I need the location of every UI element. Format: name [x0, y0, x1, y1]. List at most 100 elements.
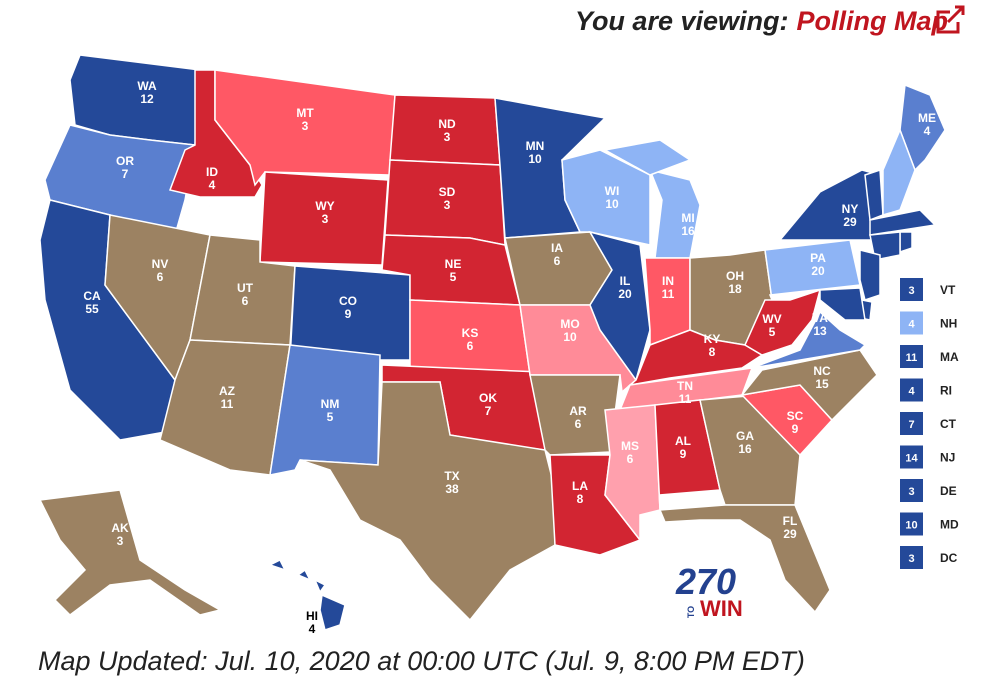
small-state-abbr: CT — [940, 417, 957, 431]
state-shape — [744, 288, 822, 356]
state-shape — [740, 349, 878, 422]
state-shape — [859, 249, 881, 301]
header-prefix: You are viewing: — [575, 6, 789, 36]
state-ev: 3 — [444, 198, 451, 212]
state-shape — [899, 231, 913, 254]
state-abbr: TN — [677, 379, 693, 393]
state-ev: 16 — [681, 224, 695, 238]
state-abbr: IN — [662, 274, 674, 288]
state-ev: 13 — [813, 324, 827, 338]
state-shape — [869, 209, 937, 236]
header: You are viewing: Polling Map — [575, 6, 948, 36]
state-ev: 6 — [575, 417, 582, 431]
external-link-icon[interactable] — [936, 5, 965, 34]
state-ev: 5 — [769, 325, 776, 339]
small-state-box — [900, 479, 923, 502]
state-ev: 3 — [117, 534, 124, 548]
state-shape — [588, 230, 651, 382]
logo-to: TO — [686, 606, 696, 618]
small-state-ev: 7 — [908, 419, 914, 431]
state-abbr: GA — [736, 429, 754, 443]
small-state-abbr: DC — [940, 551, 958, 565]
state-ev: 11 — [679, 392, 692, 406]
small-state-box — [900, 412, 923, 435]
small-state-ev: 3 — [908, 486, 914, 498]
state-ev: 6 — [554, 254, 561, 268]
state-shape — [529, 374, 621, 456]
header-link[interactable]: Polling Map — [797, 6, 949, 36]
state-ev: 3 — [444, 130, 451, 144]
state-ev: 29 — [783, 527, 797, 541]
small-state-abbr: DE — [940, 484, 957, 498]
states — [38, 54, 946, 631]
state-ev: 6 — [627, 452, 634, 466]
small-state-ev: 14 — [905, 453, 918, 465]
state-shape — [38, 489, 222, 616]
state-abbr: LA — [572, 479, 588, 493]
small-state-box — [900, 512, 923, 536]
state-abbr: NM — [321, 397, 340, 411]
state-ev: 7 — [122, 167, 129, 181]
state-ev: 55 — [85, 302, 99, 316]
state-ev: 10 — [528, 152, 542, 166]
state-abbr: WI — [605, 184, 620, 198]
state-shape — [561, 149, 651, 246]
state-ev: 20 — [811, 264, 825, 278]
state-ev: 12 — [140, 92, 154, 106]
state-shape — [319, 593, 346, 631]
state-abbr: IA — [551, 241, 563, 255]
state-abbr: AZ — [219, 384, 235, 398]
small-state-ev: 3 — [908, 285, 914, 297]
state-abbr: NC — [813, 364, 831, 378]
state-ev: 15 — [815, 377, 829, 391]
small-state-ev: 3 — [908, 553, 914, 565]
state-ev: 5 — [450, 270, 457, 284]
state-abbr: IL — [620, 274, 631, 288]
state-shape — [819, 287, 866, 321]
state-abbr: MN — [526, 139, 545, 153]
state-ev: 11 — [662, 287, 675, 301]
state-abbr: HI — [306, 609, 318, 623]
state-ev: 38 — [445, 482, 459, 496]
state-ev: 18 — [728, 282, 742, 296]
state-abbr: MT — [296, 106, 314, 120]
small-state-box — [900, 278, 923, 301]
state-abbr: ME — [918, 111, 936, 125]
state-abbr: OR — [116, 154, 134, 168]
state-abbr: VA — [812, 311, 828, 325]
state-abbr: CA — [83, 289, 101, 303]
state-shape — [602, 139, 692, 176]
state-abbr: PA — [810, 251, 826, 265]
state-abbr: MI — [681, 211, 694, 225]
state-ev: 9 — [680, 447, 687, 461]
state-ev: 9 — [792, 422, 799, 436]
small-state-abbr: MA — [940, 350, 959, 364]
footer: Map Updated: Jul. 10, 2020 at 00:00 UTC … — [38, 646, 805, 676]
small-state-abbr: NJ — [940, 451, 955, 465]
state-ev: 4 — [209, 178, 216, 192]
state-shape — [299, 381, 556, 622]
small-state-box — [900, 345, 923, 368]
state-abbr: WY — [315, 199, 334, 213]
state-ev: 9 — [345, 307, 352, 321]
state-ev: 6 — [157, 270, 164, 284]
state-abbr: MS — [621, 439, 639, 453]
state-shape — [654, 399, 721, 511]
state-ev: 4 — [309, 622, 316, 636]
state-ev: 10 — [563, 330, 577, 344]
small-state-ev: 10 — [905, 520, 917, 532]
state-abbr: AK — [111, 521, 129, 535]
state-abbr: TX — [444, 469, 459, 483]
small-state-ev: 11 — [906, 352, 918, 364]
state-abbr: WV — [762, 312, 781, 326]
small-state-box — [900, 445, 923, 469]
state-ev: 8 — [709, 345, 716, 359]
state-ev: 6 — [467, 339, 474, 353]
small-state-ev: 4 — [908, 386, 915, 398]
state-abbr: OK — [479, 391, 497, 405]
state-abbr: CO — [339, 294, 357, 308]
state-abbr: ID — [206, 165, 218, 179]
